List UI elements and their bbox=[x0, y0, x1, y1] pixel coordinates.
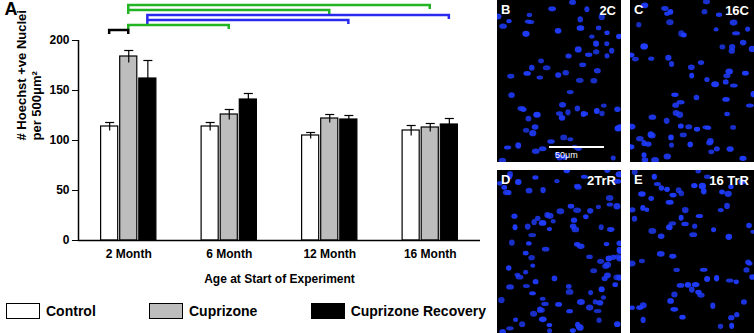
html-text:2C: 2C bbox=[599, 3, 616, 18]
svg-text:# Hoechst +ve Nucleiper 500μm²: # Hoechst +ve Nucleiper 500μm² bbox=[14, 10, 45, 140]
html-text:Cuprizone Recovery: Cuprizone Recovery bbox=[350, 303, 486, 319]
svg-text:0: 0 bbox=[63, 233, 70, 247]
html-text:Cuprizone: Cuprizone bbox=[189, 303, 258, 319]
svg-text:100: 100 bbox=[49, 133, 69, 147]
svg-text:2 Month: 2 Month bbox=[106, 247, 152, 261]
svg-text:Age at Start of Experiment: Age at Start of Experiment bbox=[204, 272, 355, 286]
html-text:50μm: 50μm bbox=[555, 150, 578, 160]
html-text:16 TrR: 16 TrR bbox=[709, 173, 749, 188]
html-text:D: D bbox=[501, 172, 511, 187]
svg-text:50: 50 bbox=[56, 183, 70, 197]
svg-text:150: 150 bbox=[49, 83, 69, 97]
svg-text:16 Month: 16 Month bbox=[404, 247, 457, 261]
html-text:Control: Control bbox=[46, 303, 96, 319]
svg-text:200: 200 bbox=[49, 33, 69, 47]
svg-text:6 Month: 6 Month bbox=[206, 247, 252, 261]
html-text:C: C bbox=[634, 2, 644, 17]
html-text:E: E bbox=[634, 172, 643, 187]
html-text:2TrR: 2TrR bbox=[587, 173, 616, 188]
html-text:B: B bbox=[501, 2, 511, 17]
html-text:16C: 16C bbox=[725, 3, 749, 18]
svg-text:12 Month: 12 Month bbox=[303, 247, 356, 261]
svg-text:A: A bbox=[5, 0, 18, 19]
